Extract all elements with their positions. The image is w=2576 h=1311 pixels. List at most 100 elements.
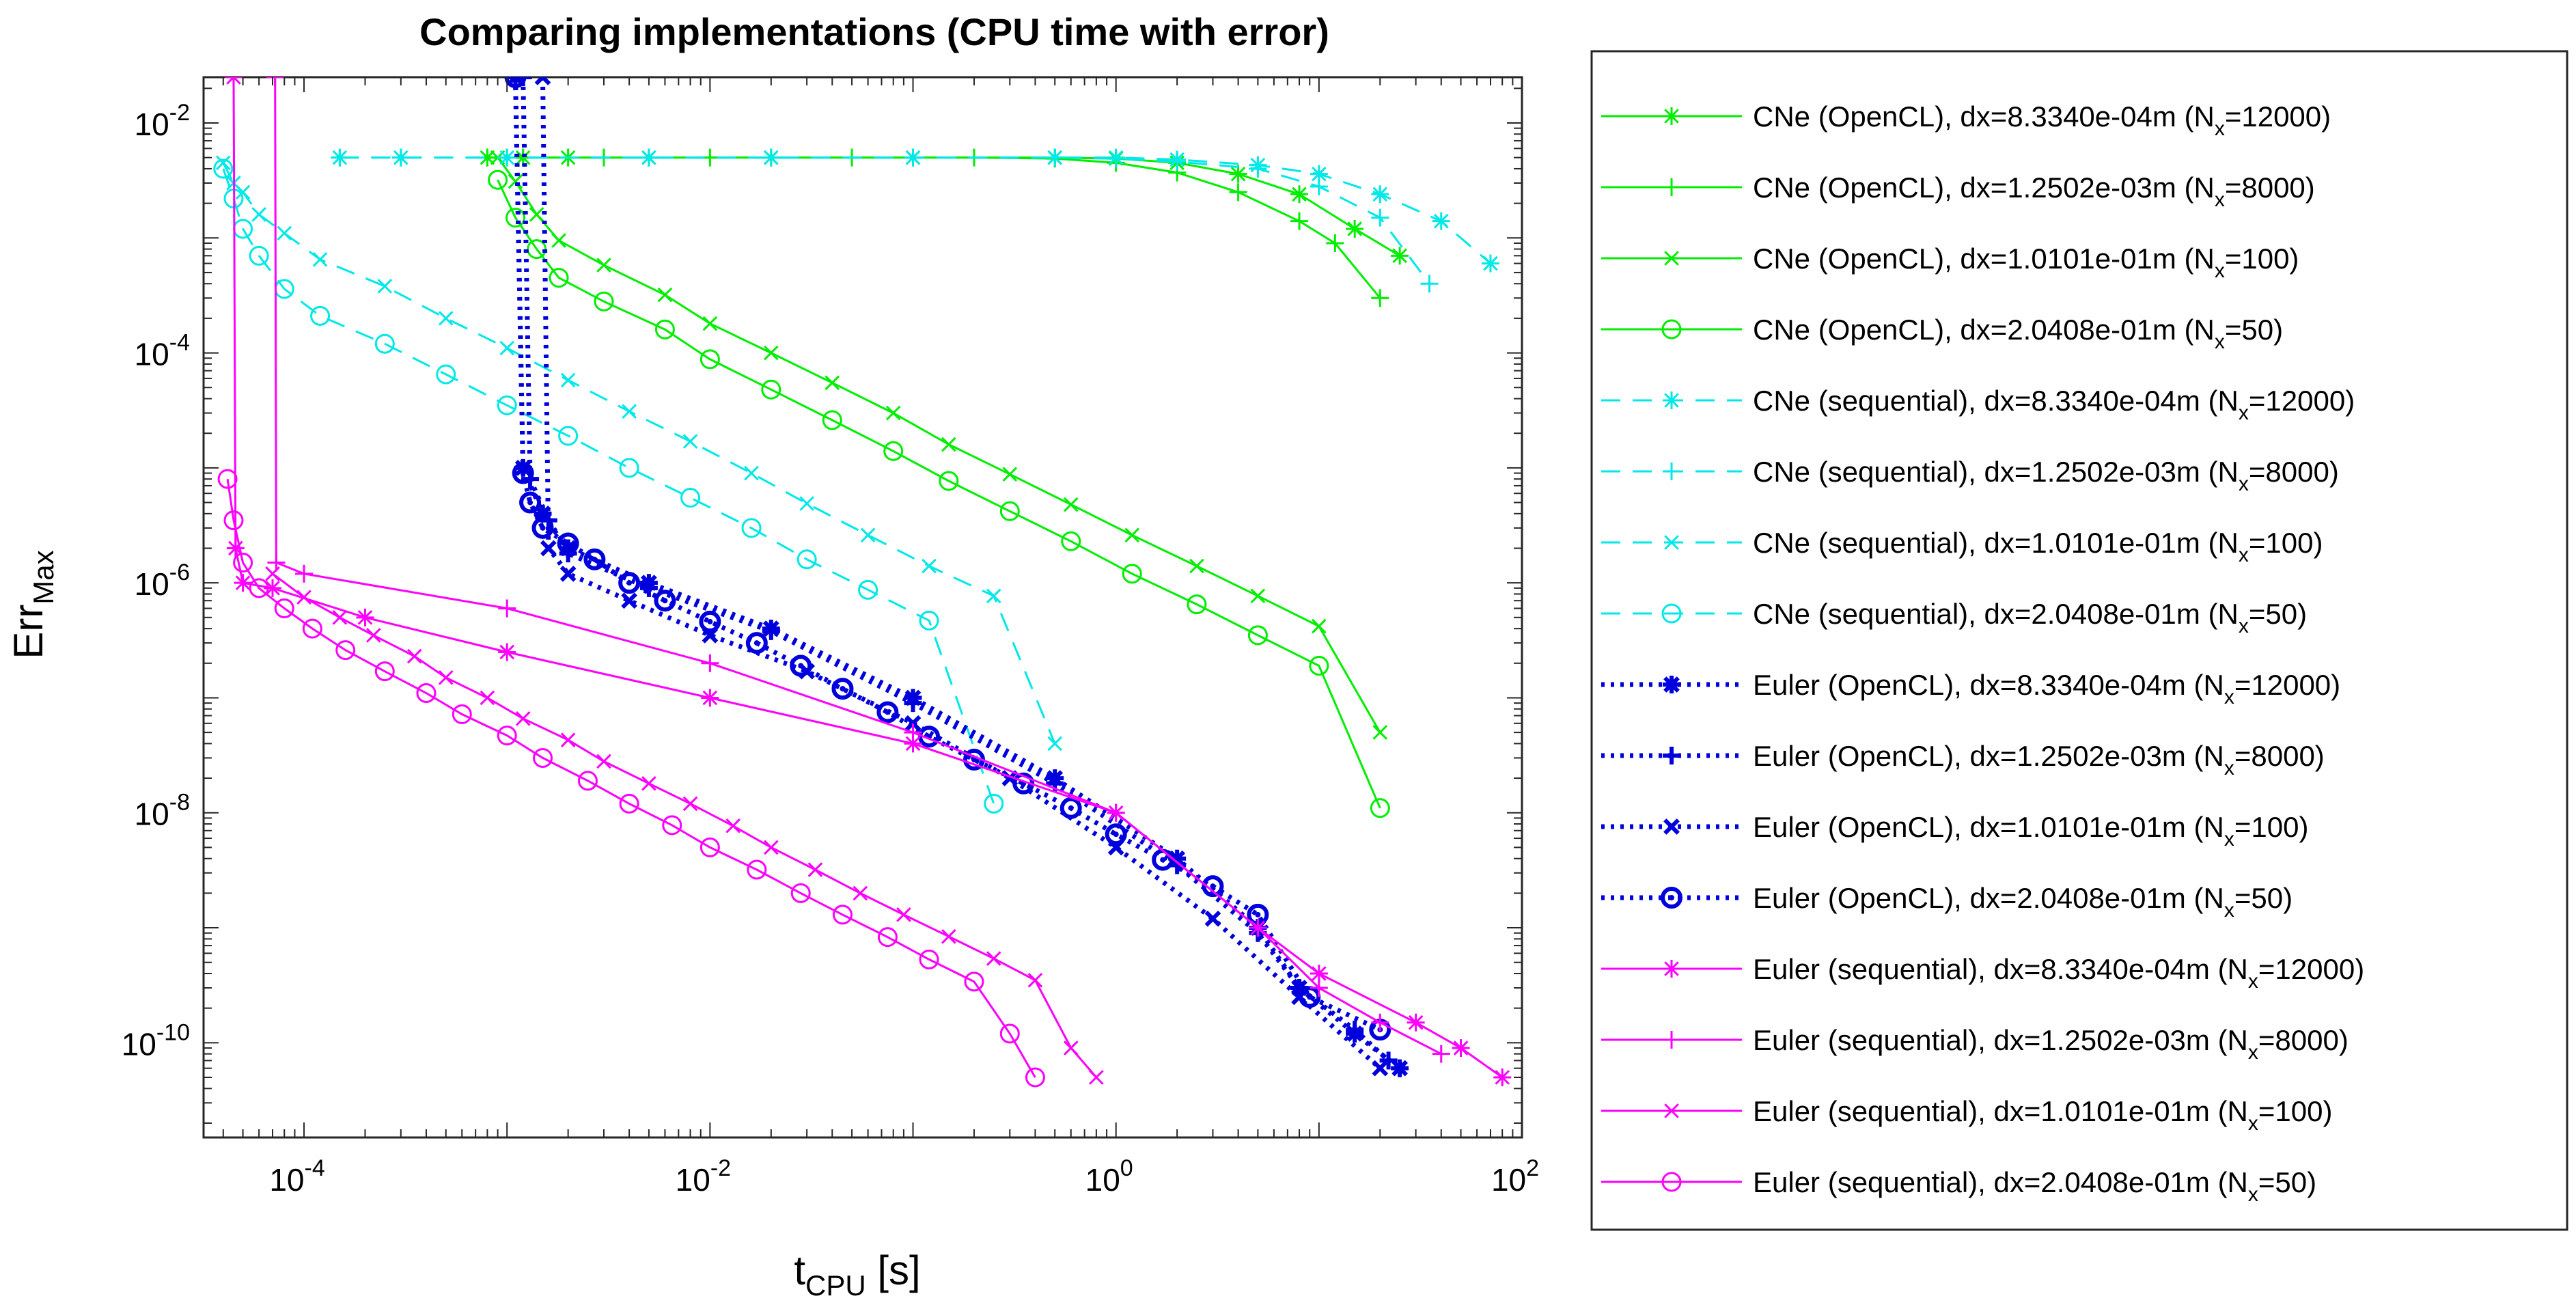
data-point [1187, 594, 1207, 615]
data-point [1391, 1059, 1409, 1077]
data-point [274, 598, 294, 618]
data-point [1290, 212, 1309, 230]
data-point [1661, 1172, 1682, 1192]
data-point [1379, 1051, 1398, 1070]
data-point [406, 648, 422, 664]
data-point [682, 796, 698, 812]
data-point [619, 793, 639, 814]
data-point [904, 715, 922, 732]
data-point [831, 678, 854, 700]
legend-item: CNe (OpenCL), dx=8.3340e-04m (Nx=12000) [1601, 100, 2331, 140]
data-point [560, 732, 576, 747]
data-point [1310, 178, 1328, 196]
data-point [1025, 1067, 1045, 1088]
data-point [699, 610, 721, 633]
data-point [534, 77, 551, 85]
data-point [1663, 1031, 1680, 1049]
data-point [499, 340, 515, 356]
data-point [853, 885, 868, 901]
data-point [964, 971, 984, 992]
data-point [515, 711, 531, 726]
data-point [1326, 234, 1344, 252]
data-point [577, 771, 598, 791]
data-point [986, 588, 1001, 604]
data-point [883, 441, 904, 461]
legend-label: Euler (sequential), dx=8.3340e-04m (Nx=1… [1753, 953, 2364, 993]
data-point [1663, 747, 1680, 764]
data-point [999, 501, 1020, 521]
data-point [1663, 107, 1680, 125]
data-point [797, 549, 817, 570]
data-point [639, 148, 658, 167]
series-line [226, 478, 1036, 1078]
series [213, 158, 1004, 814]
y-tick-label: 10-6 [135, 560, 190, 602]
x-tick-label: 102 [1491, 1155, 1539, 1198]
series [331, 148, 1439, 293]
series [217, 469, 1045, 1088]
data-point [1229, 183, 1247, 202]
data-point [557, 532, 579, 555]
legend-item: CNe (OpenCL), dx=2.0408e-01m (Nx=50) [1601, 314, 2283, 353]
legend-item: CNe (OpenCL), dx=1.2502e-03m (Nx=8000) [1601, 171, 2315, 211]
data-point [939, 471, 959, 491]
data-point [941, 928, 956, 944]
data-point [1063, 497, 1079, 512]
data-point [741, 518, 762, 538]
y-tick-label: 10-8 [135, 790, 190, 832]
data-point [1310, 979, 1328, 997]
data-point [885, 405, 901, 421]
data-point [700, 837, 720, 857]
data-point [498, 643, 516, 661]
legend-label: Euler (OpenCL), dx=1.2502e-03m (Nx=8000) [1753, 740, 2325, 779]
data-point [984, 793, 1004, 814]
data-point [1107, 803, 1125, 822]
legend-item: Euler (sequential), dx=1.2502e-03m (Nx=8… [1601, 1024, 2349, 1064]
data-point [876, 701, 899, 723]
data-point [1229, 165, 1247, 183]
data-point [504, 77, 527, 88]
data-point [540, 540, 557, 557]
data-point [761, 379, 781, 400]
data-point [941, 437, 956, 452]
legend-item: CNe (sequential), dx=2.0408e-01m (Nx=50) [1601, 598, 2307, 637]
data-point [234, 574, 252, 592]
data-point [1249, 159, 1267, 178]
legend-label: CNe (OpenCL), dx=1.2502e-03m (Nx=8000) [1753, 171, 2315, 211]
data-point [1250, 588, 1266, 604]
data-point [1124, 527, 1140, 543]
plot-area [202, 76, 1523, 1139]
data-point [825, 375, 840, 391]
x-axis-label: tCPU [s] [794, 1247, 920, 1301]
legend-label: Euler (sequential), dx=1.2502e-03m (Nx=8… [1753, 1024, 2349, 1064]
data-point [1664, 535, 1679, 550]
data-point [533, 747, 553, 768]
data-point [986, 951, 1001, 966]
data-point [919, 610, 939, 631]
legend-label: Euler (sequential), dx=1.0101e-01m (Nx=1… [1753, 1095, 2332, 1135]
legend-label: Euler (OpenCL), dx=2.0408e-01m (Nx=50) [1753, 882, 2293, 922]
legend-item: CNe (OpenCL), dx=1.0101e-01m (Nx=100) [1601, 243, 2299, 282]
data-point [807, 862, 823, 877]
data-point [1346, 1021, 1364, 1039]
data-point [999, 1023, 1020, 1044]
legend-label: CNe (sequential), dx=2.0408e-01m (Nx=50) [1753, 598, 2307, 637]
data-point [295, 564, 314, 583]
data-point [700, 349, 720, 370]
data-point [1060, 797, 1082, 819]
data-point [618, 572, 641, 594]
data-point [680, 488, 701, 508]
data-point [312, 251, 328, 267]
series [266, 77, 1450, 1063]
data-point [1391, 247, 1409, 265]
data-point [529, 207, 544, 222]
series [224, 77, 1512, 1087]
series [490, 150, 1388, 740]
data-point [1063, 1040, 1079, 1055]
data-point [594, 291, 614, 312]
legend-label: CNe (OpenCL), dx=1.0101e-01m (Nx=100) [1753, 243, 2299, 282]
data-point [1107, 150, 1125, 168]
data-point [331, 148, 349, 167]
series-layer [213, 77, 1512, 1088]
data-point [822, 410, 842, 430]
